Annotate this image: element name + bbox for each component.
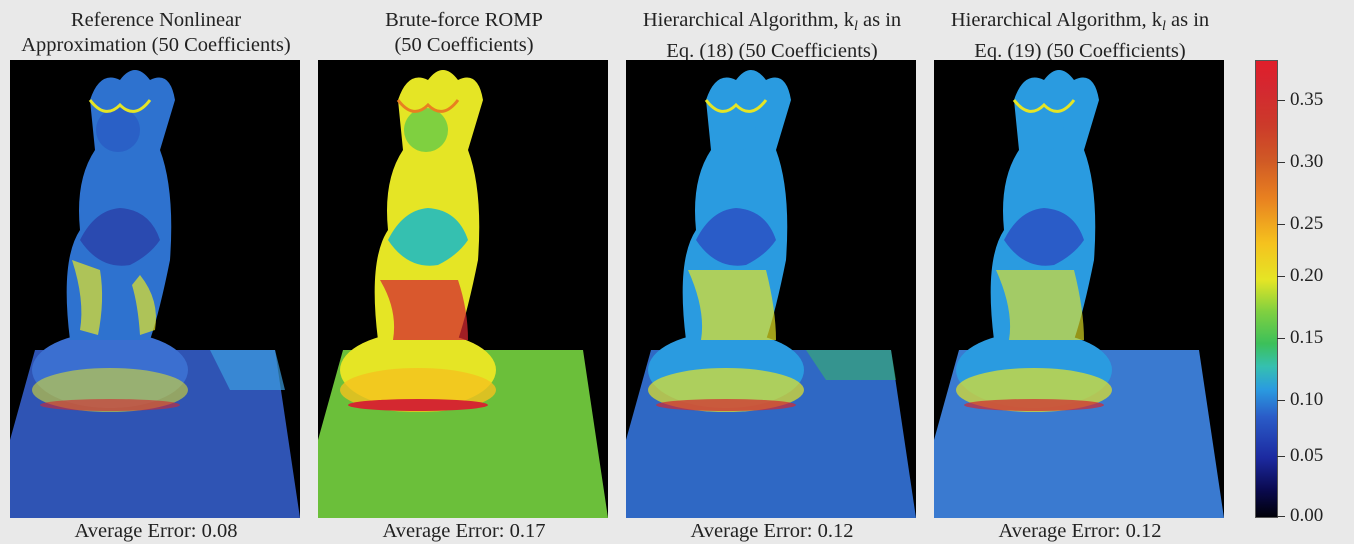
panel-title: Reference Nonlinear Approximation (50 Co… xyxy=(8,8,304,58)
statue-error-map xyxy=(934,70,1224,518)
title-line-1: Hierarchical Algorithm, kl as in xyxy=(932,8,1228,39)
average-error-caption: Average Error: 0.08 xyxy=(74,520,238,542)
panel-brute-force-romp: Brute-force ROMP (50 Coefficients) Avera… xyxy=(316,0,612,544)
title-line-2: Eq. (18) (50 Coefficients) xyxy=(666,40,878,62)
colorbar-tick xyxy=(1277,276,1285,277)
colorbar-tick-label: 0.15 xyxy=(1290,327,1324,348)
average-error-caption: Average Error: 0.12 xyxy=(998,520,1162,542)
colorbar-gradient xyxy=(1255,60,1278,518)
colorbar-tick-label: 0.20 xyxy=(1290,265,1324,286)
colorbar-tick-label: 0.35 xyxy=(1290,89,1324,110)
title-line-2: Approximation (50 Coefficients) xyxy=(21,34,291,56)
colorbar-tick-label: 0.25 xyxy=(1290,213,1324,234)
colorbar-tick-label: 0.05 xyxy=(1290,445,1324,466)
panel-title: Hierarchical Algorithm, kl as in Eq. (18… xyxy=(624,8,920,64)
error-map-image xyxy=(626,60,916,518)
panel-hierarchical-eq18: Hierarchical Algorithm, kl as in Eq. (18… xyxy=(624,0,920,544)
colorbar-tick-label: 0.30 xyxy=(1290,151,1324,172)
title-text: Hierarchical Algorithm, k xyxy=(950,9,1163,31)
colorbar-tick-label: 0.10 xyxy=(1290,389,1324,410)
error-map-image xyxy=(10,60,300,518)
error-map-image xyxy=(934,60,1224,518)
panel-reference: Reference Nonlinear Approximation (50 Co… xyxy=(8,0,304,544)
colorbar-tick xyxy=(1277,338,1285,339)
statue-error-map xyxy=(318,70,608,518)
title-subscript: l xyxy=(1162,19,1166,34)
colorbar-tick xyxy=(1277,456,1285,457)
colorbar-tick xyxy=(1277,162,1285,163)
panel-hierarchical-eq19: Hierarchical Algorithm, kl as in Eq. (19… xyxy=(932,0,1228,544)
title-text-end: as in xyxy=(1165,9,1210,31)
panel-title: Brute-force ROMP (50 Coefficients) xyxy=(316,8,612,58)
title-line-2: Eq. (19) (50 Coefficients) xyxy=(974,40,1186,62)
statue-error-map xyxy=(10,70,300,518)
average-error-caption: Average Error: 0.12 xyxy=(690,520,854,542)
error-map-image xyxy=(318,60,608,518)
title-line-1: Reference Nonlinear xyxy=(70,9,242,31)
colorbar-tick xyxy=(1277,224,1285,225)
title-line-1: Hierarchical Algorithm, kl as in xyxy=(624,8,920,39)
colorbar-tick-label: 0.00 xyxy=(1290,505,1324,526)
colorbar-tick xyxy=(1277,400,1285,401)
title-subscript: l xyxy=(854,19,858,34)
panel-title: Hierarchical Algorithm, kl as in Eq. (19… xyxy=(932,8,1228,64)
title-text-end: as in xyxy=(857,9,902,31)
title-text: Hierarchical Algorithm, k xyxy=(642,9,855,31)
colorbar-tick xyxy=(1277,516,1285,517)
title-line-1: Brute-force ROMP xyxy=(385,9,543,31)
colorbar: 0.35 0.30 0.25 0.20 0.15 0.10 0.05 0.00 xyxy=(1252,60,1354,526)
average-error-caption: Average Error: 0.17 xyxy=(382,520,546,542)
title-line-2: (50 Coefficients) xyxy=(394,34,534,56)
colorbar-tick xyxy=(1277,100,1285,101)
statue-error-map xyxy=(626,70,916,518)
